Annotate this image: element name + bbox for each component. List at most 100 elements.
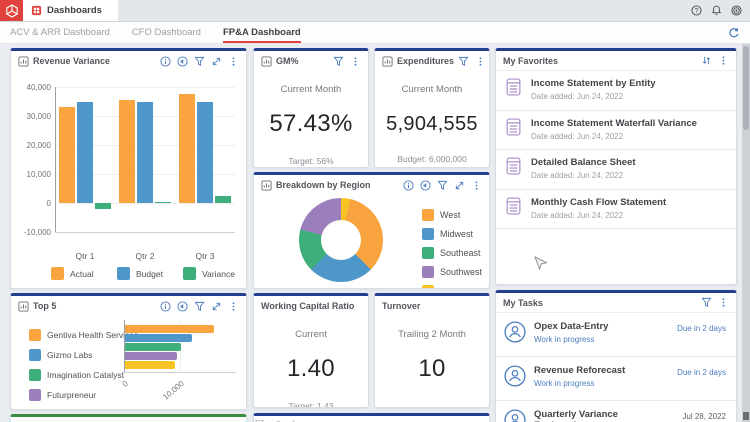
- kpi-period: Current Month: [280, 84, 342, 95]
- widget-top-5: Top 5 Gentiva Health Services Gizmo Labs I…: [10, 293, 247, 410]
- speaker-icon[interactable]: [177, 300, 188, 312]
- y-axis-label: 30,000: [26, 112, 51, 121]
- filter-icon[interactable]: [333, 56, 344, 67]
- task-name[interactable]: Quarterly Variance Explanations: [534, 409, 618, 422]
- legend-swatch: [422, 209, 434, 221]
- kebab-menu-icon[interactable]: [718, 55, 729, 66]
- kebab-menu-icon[interactable]: [718, 297, 729, 308]
- report-icon: [382, 55, 393, 67]
- speaker-icon[interactable]: [420, 179, 431, 191]
- legend-swatch: [29, 389, 41, 401]
- person-icon: [504, 365, 526, 387]
- tab-fpa-dashboard[interactable]: FP&A Dashboard: [222, 22, 301, 43]
- favorite-item[interactable]: Detailed Balance Sheet Date added: Jun 24…: [496, 150, 736, 190]
- favorite-item-date: Date added: Jun 24, 2022: [531, 92, 624, 101]
- legend-item: [29, 409, 138, 410]
- bar-Futurpreneur: [125, 352, 177, 360]
- sort-icon[interactable]: [701, 55, 712, 66]
- refresh-icon[interactable]: [728, 27, 740, 39]
- kebab-menu-icon[interactable]: [475, 56, 486, 67]
- y-axis-label: 10,000: [26, 170, 51, 179]
- favorite-item-name[interactable]: Monthly Cash Flow Statement: [531, 196, 667, 208]
- favorite-item-name[interactable]: Income Statement Waterfall Variance: [531, 117, 697, 129]
- info-icon[interactable]: [160, 300, 171, 312]
- legend-swatch: [29, 329, 41, 341]
- legend-label: West: [440, 210, 461, 220]
- tab-acv-arr-dashboard[interactable]: ACV & ARR Dashboard: [10, 27, 110, 38]
- expand-icon[interactable]: [211, 301, 222, 312]
- filter-icon[interactable]: [194, 301, 205, 312]
- app-tab-label: Dashboards: [47, 5, 102, 16]
- filter-icon[interactable]: [458, 56, 469, 67]
- widget-breakdown-by-region: Breakdown by Region West Midwest Southeast…: [253, 172, 490, 289]
- favorite-item[interactable]: Income Statement by Entity Date added: Ju…: [496, 71, 736, 111]
- expand-icon[interactable]: [454, 180, 465, 191]
- favorite-item-date: Date added: Jun 24, 2022: [531, 210, 624, 220]
- legend-swatch: [422, 285, 434, 288]
- filter-icon[interactable]: [701, 297, 712, 308]
- kpi-value: 10: [418, 355, 446, 382]
- kebab-menu-icon[interactable]: [228, 301, 239, 312]
- expand-icon[interactable]: [211, 56, 222, 67]
- y-axis-label: 0: [46, 199, 51, 208]
- favorite-item-date: Date added: Jun 24, 2022: [531, 131, 624, 141]
- kebab-menu-icon[interactable]: [350, 56, 361, 67]
- favorite-item-date: Date added: Jun 24, 2022: [531, 171, 624, 180]
- favorite-item[interactable]: Income Statement Waterfall Variance Date …: [496, 111, 736, 150]
- widget-turnover: Turnover Trailing 2 Month 10: [374, 293, 490, 408]
- scrollbar-thumb[interactable]: [743, 46, 749, 130]
- info-icon[interactable]: [160, 55, 171, 67]
- legend-label: Gizmo Labs: [47, 350, 93, 360]
- task-item[interactable]: Opex Data-Entry Work in progress Due in 2 …: [496, 313, 736, 357]
- bell-icon[interactable]: [711, 5, 722, 16]
- task-item[interactable]: Revenue Reforecast Work in progress Due in…: [496, 357, 736, 401]
- widget-title: My Favorites: [503, 55, 559, 66]
- planful-logo[interactable]: [0, 0, 23, 21]
- widget-title: Breakdown by Region: [276, 180, 371, 190]
- task-name[interactable]: Opex Data-Entry: [534, 321, 609, 332]
- favorite-item-name[interactable]: Income Statement by Entity: [531, 78, 656, 89]
- task-item[interactable]: Quarterly Variance ExplanationsWork in p…: [496, 401, 736, 422]
- legend-label: Variance: [202, 268, 235, 279]
- help-icon[interactable]: ?: [691, 5, 702, 16]
- donut-legend: West Midwest Southeast Southwest: [422, 209, 482, 288]
- favorite-item-name[interactable]: Detailed Balance Sheet: [531, 157, 636, 168]
- task-avatar: [504, 365, 526, 392]
- bar-actual: [179, 94, 195, 203]
- vertical-scrollbar[interactable]: [742, 44, 750, 422]
- account-icon[interactable]: [731, 5, 742, 16]
- favorite-item[interactable]: Monthly Cash Flow Statement Date added: J…: [496, 190, 736, 229]
- filter-icon[interactable]: [254, 419, 265, 422]
- filter-icon[interactable]: [194, 56, 205, 67]
- dashboards-app-tab[interactable]: Dashboards: [23, 0, 118, 21]
- widget-expenditures: Expenditures Current Month 5,904,555 Bud…: [374, 48, 490, 168]
- speaker-icon[interactable]: [177, 55, 188, 67]
- scrollbar-end: [743, 412, 749, 420]
- legend-swatch: [29, 349, 41, 361]
- tab-cfo-dashboard[interactable]: CFO Dashboard: [131, 27, 201, 38]
- legend-item: Gizmo Labs: [29, 349, 138, 361]
- widget-title: Top 5: [33, 301, 57, 311]
- widget-partial-bottom-middle: [253, 413, 490, 422]
- task-avatar: [504, 409, 526, 422]
- legend-swatch: [51, 267, 64, 280]
- gridline: [55, 203, 235, 204]
- task-status[interactable]: Work in progress: [534, 379, 595, 388]
- bar-Imagination Catalyst: [125, 343, 181, 351]
- dashboards-icon: [31, 5, 42, 16]
- info-icon[interactable]: [403, 179, 414, 191]
- kpi-value: 57.43%: [269, 110, 353, 137]
- kebab-menu-icon[interactable]: [228, 56, 239, 67]
- task-name[interactable]: Revenue Reforecast: [534, 365, 626, 376]
- legend-label: Gentiva Health Services: [47, 330, 139, 340]
- top5-legend: Gentiva Health Services Gizmo Labs Imagina…: [29, 329, 139, 410]
- task-status[interactable]: Work in progress: [534, 335, 595, 344]
- kebab-menu-icon[interactable]: [471, 180, 482, 191]
- region-donut-chart: West Midwest Southeast Southwest: [254, 195, 489, 288]
- svg-text:?: ?: [695, 8, 699, 15]
- legend-swatch: [29, 369, 41, 381]
- filter-icon[interactable]: [437, 180, 448, 191]
- top5-bar-chart: Gentiva Health Services Gizmo Labs Imagina…: [11, 316, 246, 409]
- legend-label: Budget: [136, 268, 163, 279]
